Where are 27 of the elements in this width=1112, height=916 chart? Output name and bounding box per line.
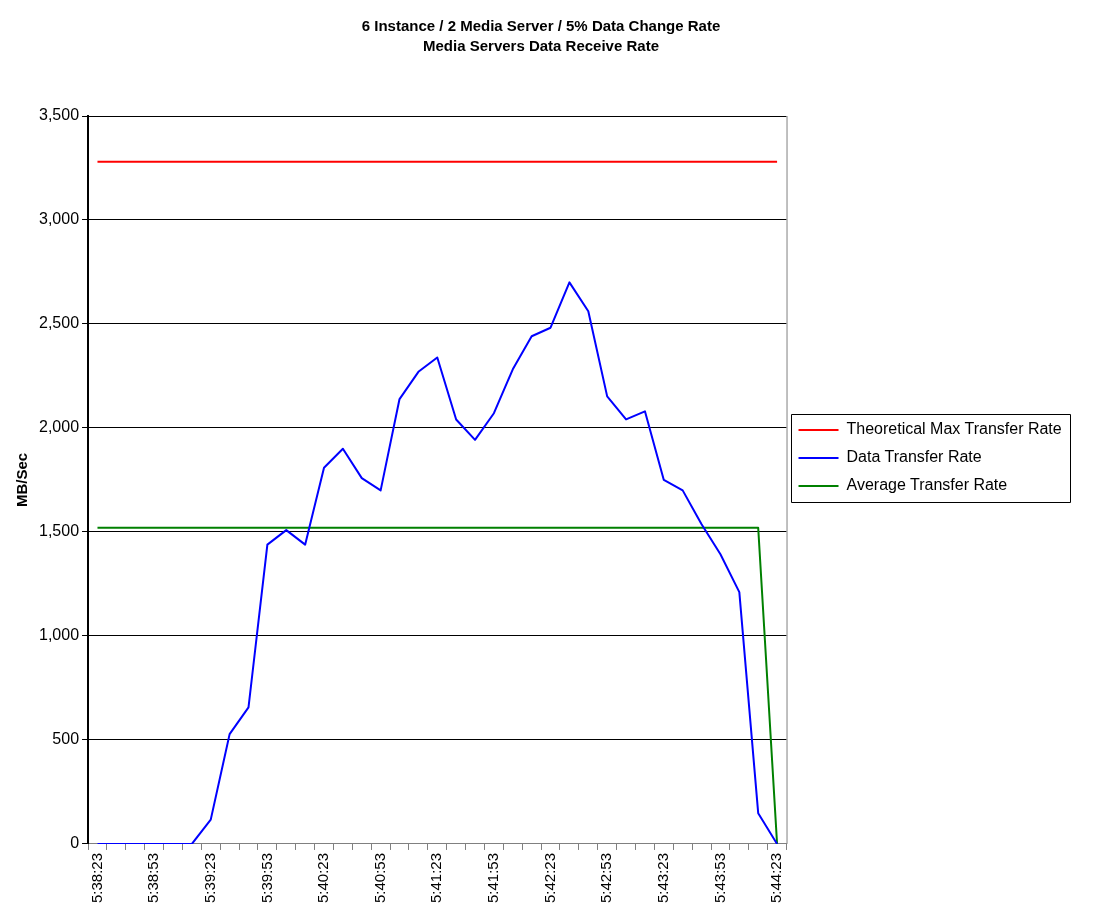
y-tick-label: 3,000 — [38, 210, 80, 228]
x-tick-label: 5:40:23 — [314, 852, 332, 903]
y-tick-label: 1,500 — [38, 522, 80, 540]
chart-title: 6 Instance / 2 Media Server / 5% Data Change Rate — [361, 17, 721, 35]
x-tick-label: 5:44:23 — [767, 852, 785, 903]
x-tick-label: 5:41:53 — [484, 852, 502, 903]
y-tick-label: 3,500 — [38, 106, 80, 124]
y-tick-label: 0 — [70, 834, 80, 852]
chart-subtitle: Media Servers Data Receive Rate — [423, 37, 659, 55]
x-tick-label: 5:42:53 — [597, 852, 615, 903]
legend-label: Data Transfer Rate — [846, 448, 982, 466]
x-tick-label: 5:38:53 — [144, 852, 162, 903]
x-tick-label: 5:38:23 — [87, 852, 105, 903]
legend-label: Theoretical Max Transfer Rate — [846, 420, 1062, 438]
legend-label: Average Transfer Rate — [846, 476, 1008, 494]
y-axis-title: MB/Sec — [13, 452, 31, 508]
x-tick-label: 5:43:53 — [710, 852, 728, 903]
y-tick-label: 1,000 — [38, 626, 80, 644]
y-tick-label: 500 — [52, 730, 80, 748]
y-tick-label: 2,000 — [38, 418, 80, 436]
x-tick-label: 5:40:53 — [370, 852, 388, 903]
y-tick-label: 2,500 — [38, 314, 80, 332]
x-tick-label: 5:39:23 — [200, 852, 218, 903]
x-tick-label: 5:43:23 — [653, 852, 671, 903]
x-tick-label: 5:41:23 — [427, 852, 445, 903]
x-tick-label: 5:42:23 — [540, 852, 558, 903]
x-tick-label: 5:39:53 — [257, 852, 275, 903]
